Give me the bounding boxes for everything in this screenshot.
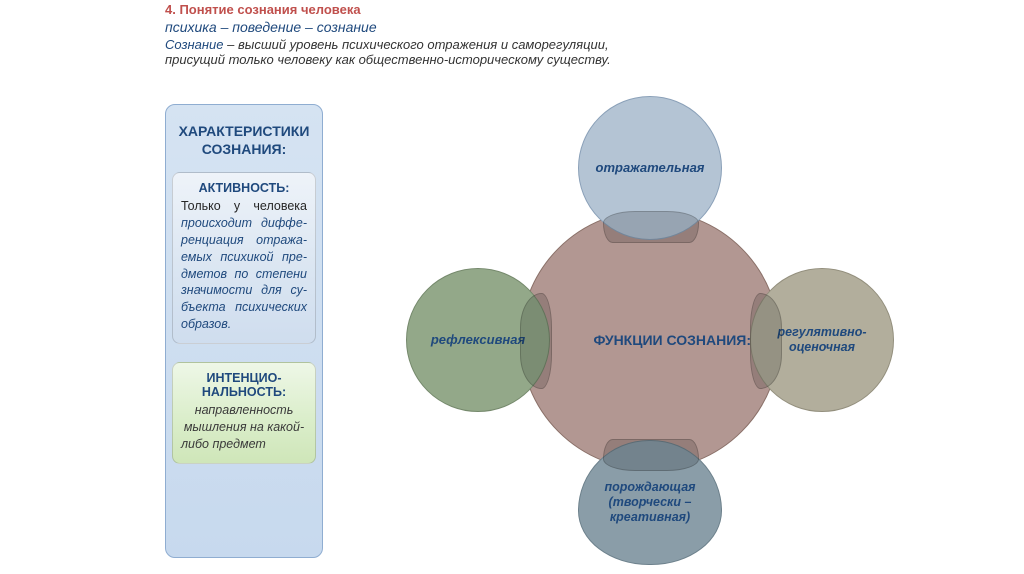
card-intentionality-body: направленность мышления на какой-либо пр… — [181, 402, 307, 453]
center-circle: ФУНКЦИИ СОЗНАНИЯ: — [520, 210, 780, 470]
definition-term: Сознание — [165, 37, 224, 52]
header-sequence: психика – поведение – сознание — [165, 19, 865, 35]
card-activity-head: АКТИВНОСТЬ: — [181, 181, 307, 195]
overlap-top — [603, 211, 699, 243]
characteristics-panel: ХАРАКТЕРИСТИКИ СОЗНАНИЯ: АКТИВНОСТЬ: Тол… — [165, 104, 323, 558]
definition-rest: – высший уровень психического отражения … — [224, 37, 609, 52]
card-activity-lead: Только у человека — [181, 199, 307, 213]
satellite-top-label: отражательная — [590, 154, 711, 182]
satellite-bottom-label: порождающая (творчески – креативная) — [579, 474, 721, 531]
card-activity: АКТИВНОСТЬ: Только у человека происходит… — [172, 172, 316, 344]
panel-title: ХАРАКТЕРИСТИКИ СОЗНАНИЯ: — [172, 111, 316, 172]
card-intentionality: ИНТЕНЦИО­НАЛЬНОСТЬ: направленность мышле… — [172, 362, 316, 464]
header-definition-2: присущий только человеку как общественно… — [165, 52, 865, 67]
overlap-bottom — [603, 439, 699, 471]
satellite-left-label: рефлексивная — [425, 326, 531, 354]
header-block: 4. Понятие сознания человека психика – п… — [165, 2, 865, 67]
center-label: ФУНКЦИИ СОЗНАНИЯ: — [587, 326, 757, 355]
functions-diagram: ФУНКЦИИ СОЗНАНИЯ: отражательная рефлекси… — [355, 95, 915, 565]
overlap-left — [520, 293, 552, 389]
overlap-right — [750, 293, 782, 389]
card-activity-body: Только у человека происходит диффе­ренци… — [181, 198, 307, 333]
header-definition-1: Сознание – высший уровень психического о… — [165, 37, 865, 52]
card-intentionality-head: ИНТЕНЦИО­НАЛЬНОСТЬ: — [181, 371, 307, 399]
card-activity-text: происходит диффе­ренциация отража­емых п… — [181, 216, 307, 331]
header-topic: 4. Понятие сознания человека — [165, 2, 865, 17]
